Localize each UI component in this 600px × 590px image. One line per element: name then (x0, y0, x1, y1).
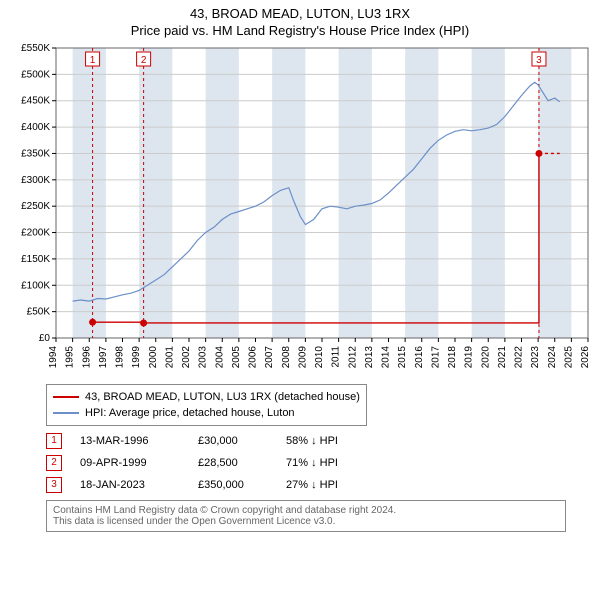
event-date: 09-APR-1999 (80, 452, 180, 474)
svg-text:2008: 2008 (281, 346, 292, 369)
svg-text:2003: 2003 (198, 346, 209, 369)
svg-text:£250K: £250K (21, 201, 50, 212)
svg-text:2022: 2022 (514, 346, 525, 369)
svg-text:2026: 2026 (580, 346, 591, 369)
chart-svg: £0 £50K £100K £150K £200K £250K £300K £350K £400… (0, 38, 600, 378)
svg-text:2007: 2007 (264, 346, 275, 369)
legend-swatch (53, 412, 79, 414)
svg-text:£300K: £300K (21, 175, 50, 186)
event-delta: 27% ↓ HPI (286, 474, 376, 496)
legend: 43, BROAD MEAD, LUTON, LU3 1RX (detached… (46, 384, 367, 426)
svg-text:2010: 2010 (314, 346, 325, 369)
svg-text:£550K: £550K (21, 43, 50, 54)
svg-text:£50K: £50K (27, 307, 51, 318)
svg-text:3: 3 (536, 55, 542, 66)
title-address: 43, BROAD MEAD, LUTON, LU3 1RX (0, 6, 600, 21)
svg-text:2015: 2015 (397, 346, 408, 369)
svg-text:1: 1 (90, 55, 96, 66)
svg-text:2006: 2006 (248, 346, 259, 369)
legend-swatch (53, 396, 79, 398)
event-row: 1 13-MAR-1996 £30,000 58% ↓ HPI (46, 430, 590, 452)
svg-text:£450K: £450K (21, 96, 50, 107)
svg-text:£150K: £150K (21, 254, 50, 265)
svg-text:2001: 2001 (164, 346, 175, 369)
svg-text:£400K: £400K (21, 122, 50, 133)
svg-text:1996: 1996 (81, 346, 92, 369)
license-line: Contains HM Land Registry data © Crown c… (53, 505, 559, 516)
svg-text:2: 2 (141, 55, 147, 66)
svg-text:2011: 2011 (331, 346, 342, 368)
svg-text:2023: 2023 (530, 346, 541, 369)
event-list: 1 13-MAR-1996 £30,000 58% ↓ HPI 2 09-APR… (46, 430, 590, 496)
title-subtitle: Price paid vs. HM Land Registry's House … (0, 23, 600, 38)
svg-text:2009: 2009 (297, 346, 308, 369)
event-date: 18-JAN-2023 (80, 474, 180, 496)
svg-text:£350K: £350K (21, 148, 50, 159)
svg-text:1999: 1999 (131, 346, 142, 369)
svg-text:2017: 2017 (430, 346, 441, 369)
svg-text:1998: 1998 (115, 346, 126, 369)
legend-label: 43, BROAD MEAD, LUTON, LU3 1RX (detached… (85, 389, 360, 405)
event-badge: 2 (46, 455, 62, 471)
legend-row: HPI: Average price, detached house, Luto… (53, 405, 360, 421)
event-date: 13-MAR-1996 (80, 430, 180, 452)
svg-text:2005: 2005 (231, 346, 242, 369)
svg-text:2024: 2024 (547, 346, 558, 369)
event-delta: 58% ↓ HPI (286, 430, 376, 452)
svg-text:£200K: £200K (21, 228, 50, 239)
svg-text:2025: 2025 (563, 346, 574, 369)
event-row: 2 09-APR-1999 £28,500 71% ↓ HPI (46, 452, 590, 474)
chart-titles: 43, BROAD MEAD, LUTON, LU3 1RX Price pai… (0, 0, 600, 38)
svg-text:2016: 2016 (414, 346, 425, 369)
svg-text:1997: 1997 (98, 346, 109, 369)
event-row: 3 18-JAN-2023 £350,000 27% ↓ HPI (46, 474, 590, 496)
svg-text:2000: 2000 (148, 346, 159, 369)
svg-text:2014: 2014 (381, 346, 392, 369)
chart-container: { "title_line1": "43, BROAD MEAD, LUTON,… (0, 0, 600, 532)
svg-text:2004: 2004 (214, 346, 225, 369)
svg-text:2013: 2013 (364, 346, 375, 369)
event-badge: 3 (46, 477, 62, 493)
svg-text:2021: 2021 (497, 346, 508, 369)
event-delta: 71% ↓ HPI (286, 452, 376, 474)
svg-text:1994: 1994 (48, 346, 59, 369)
svg-text:1995: 1995 (65, 346, 76, 369)
chart-plot: £0 £50K £100K £150K £200K £250K £300K £350K £400… (0, 38, 600, 378)
license-line: This data is licensed under the Open Gov… (53, 516, 559, 527)
event-price: £30,000 (198, 430, 268, 452)
event-price: £350,000 (198, 474, 268, 496)
legend-label: HPI: Average price, detached house, Luto… (85, 405, 295, 421)
svg-text:2020: 2020 (480, 346, 491, 369)
event-badge: 1 (46, 433, 62, 449)
svg-text:£0: £0 (39, 333, 51, 344)
svg-text:£500K: £500K (21, 69, 50, 80)
event-price: £28,500 (198, 452, 268, 474)
legend-row: 43, BROAD MEAD, LUTON, LU3 1RX (detached… (53, 389, 360, 405)
svg-text:2019: 2019 (464, 346, 475, 369)
svg-text:2002: 2002 (181, 346, 192, 369)
svg-text:£100K: £100K (21, 280, 50, 291)
svg-text:2018: 2018 (447, 346, 458, 369)
svg-text:2012: 2012 (347, 346, 358, 369)
license-box: Contains HM Land Registry data © Crown c… (46, 500, 566, 532)
